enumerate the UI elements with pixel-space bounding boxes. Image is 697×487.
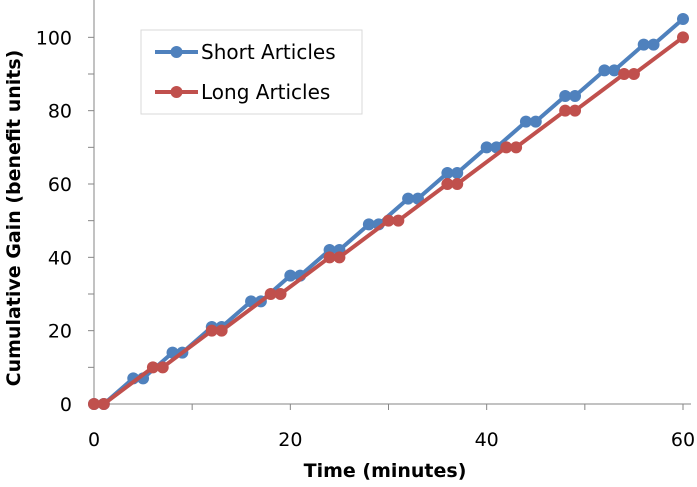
data-point-long-articles (146, 361, 159, 374)
x-tick-label: 60 (671, 429, 695, 451)
y-tick-label: 20 (48, 321, 72, 343)
data-point-long-articles (677, 31, 689, 44)
x-tick-label: 40 (475, 429, 499, 451)
data-point-short-articles (677, 13, 689, 25)
data-point-long-articles (627, 68, 640, 80)
data-point-long-articles (323, 251, 336, 264)
data-point-long-articles (618, 68, 631, 80)
y-tick-label: 80 (48, 101, 72, 123)
legend-label-short-articles: Short Articles (201, 40, 336, 64)
data-point-long-articles (274, 288, 287, 300)
series-long-articles (88, 31, 689, 410)
legend-swatch-marker-long-articles (170, 86, 183, 98)
data-point-short-articles (441, 167, 454, 179)
data-point-short-articles (647, 38, 660, 51)
data-point-short-articles (451, 167, 464, 179)
axes: 0 20 40 60 80 100 0 20 40 60 (36, 0, 695, 451)
data-point-long-articles (510, 141, 523, 154)
y-tick-label: 100 (36, 27, 72, 49)
legend: Short Articles Long Articles (140, 29, 363, 115)
data-point-long-articles (97, 398, 110, 410)
data-point-long-articles (392, 214, 405, 227)
data-point-short-articles (519, 115, 532, 128)
y-axis-title: Cumulative Gain (benefit units) (3, 50, 25, 387)
series-layer (88, 13, 689, 410)
legend-box (140, 29, 363, 115)
y-tick-label: 40 (48, 247, 72, 269)
data-point-short-articles (608, 64, 621, 77)
data-point-short-articles (402, 192, 415, 205)
data-point-long-articles (441, 178, 454, 190)
data-point-long-articles (264, 288, 277, 300)
data-point-long-articles (559, 104, 572, 117)
data-point-short-articles (362, 218, 375, 231)
data-point-short-articles (569, 90, 582, 102)
data-point-long-articles (569, 104, 582, 117)
data-point-short-articles (480, 141, 493, 154)
y-tick-label: 60 (48, 174, 72, 196)
x-tick-label: 20 (278, 429, 302, 451)
legend-label-long-articles: Long Articles (201, 80, 330, 104)
data-point-short-articles (598, 64, 611, 77)
x-axis-title: Time (minutes) (304, 460, 467, 482)
data-point-short-articles (559, 90, 572, 102)
legend-swatch-marker-short-articles (170, 46, 183, 58)
y-tick-label: 0 (60, 394, 72, 416)
data-point-long-articles (215, 324, 228, 337)
data-point-short-articles (637, 38, 650, 51)
data-point-long-articles (205, 324, 218, 337)
data-point-long-articles (500, 141, 513, 154)
x-tick-label: 0 (88, 429, 100, 451)
data-point-long-articles (88, 398, 100, 410)
data-point-short-articles (529, 115, 542, 128)
data-point-long-articles (156, 361, 169, 374)
data-point-long-articles (451, 178, 464, 190)
data-point-long-articles (382, 214, 395, 227)
data-point-short-articles (284, 269, 297, 282)
data-point-long-articles (333, 251, 346, 264)
